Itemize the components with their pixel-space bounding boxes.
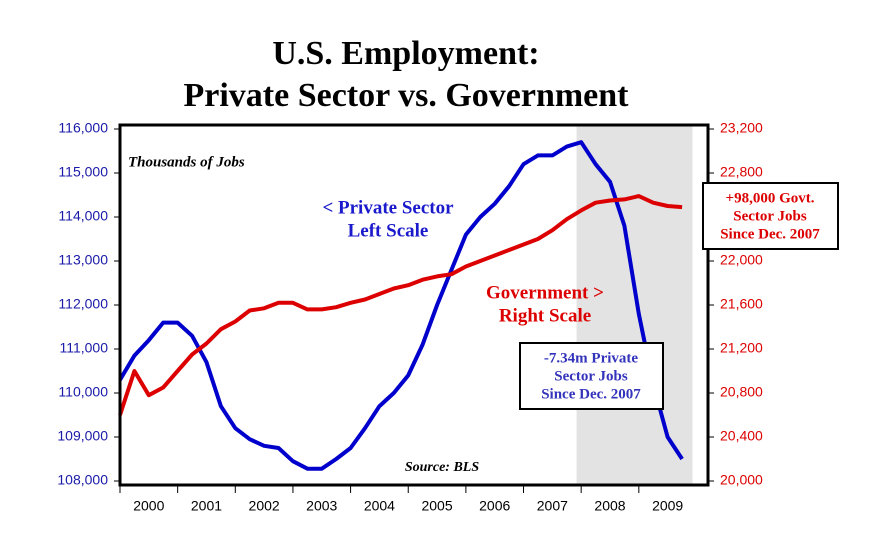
- x-tick-label: 2001: [191, 498, 222, 514]
- x-tick-label: 2008: [594, 498, 625, 514]
- source: Source: BLS: [405, 460, 480, 475]
- annotation: Sector Jobs: [733, 208, 807, 224]
- y-tick-label: 112,000: [58, 296, 108, 312]
- x-tick-label: 2005: [421, 498, 452, 514]
- x-tick-label: 2007: [537, 498, 568, 514]
- annotation: Sector Jobs: [554, 368, 628, 384]
- annotation: Right Scale: [499, 305, 591, 326]
- y2-tick-label: 20,000: [720, 472, 763, 488]
- y2-tick-label: 21,600: [720, 296, 763, 312]
- series-line: [118, 140, 684, 471]
- annotation: < Private Sector: [322, 197, 454, 218]
- x-tick-label: 2006: [479, 498, 510, 514]
- annotation: Since Dec. 2007: [541, 386, 641, 402]
- x-tick-label: 2002: [249, 498, 280, 514]
- chart-title: U.S. Employment:: [272, 35, 539, 72]
- y-tick-label: 115,000: [58, 164, 108, 180]
- y2-tick-label: 22,800: [720, 164, 763, 180]
- annotation: +98,000 Govt.: [726, 190, 815, 206]
- x-tick-label: 2003: [306, 498, 337, 514]
- x-tick-label: 2009: [652, 498, 683, 514]
- y-tick-label: 113,000: [58, 252, 108, 268]
- annotation: Left Scale: [348, 220, 429, 241]
- annotation: Since Dec. 2007: [720, 226, 820, 242]
- annotation-box: [702, 182, 839, 250]
- y2-tick-label: 21,200: [720, 340, 763, 356]
- subtitle: Thousands of Jobs: [128, 154, 245, 170]
- y-tick-label: 114,000: [58, 208, 108, 224]
- shaded-span: [576, 125, 693, 485]
- y-tick-label: 111,000: [59, 340, 108, 356]
- y-tick-label: 110,000: [58, 384, 108, 400]
- y2-tick-label: 23,200: [720, 120, 763, 136]
- y2-tick-label: 20,800: [720, 384, 763, 400]
- y-tick-label: 108,000: [57, 472, 108, 488]
- series-line: [118, 194, 683, 416]
- annotation: -7.34m Private: [544, 350, 638, 366]
- x-tick-label: 2000: [133, 498, 164, 514]
- y2-tick-label: 22,000: [720, 252, 763, 268]
- y-tick-label: 116,000: [58, 120, 108, 136]
- chart-title: Private Sector vs. Government: [183, 77, 629, 114]
- annotation: Government >: [486, 282, 604, 303]
- x-tick-label: 2004: [364, 498, 395, 514]
- plot-frame: [118, 123, 710, 487]
- y-tick-label: 109,000: [57, 428, 108, 444]
- y2-tick-label: 20,400: [720, 428, 763, 444]
- annotation-box: [519, 342, 664, 410]
